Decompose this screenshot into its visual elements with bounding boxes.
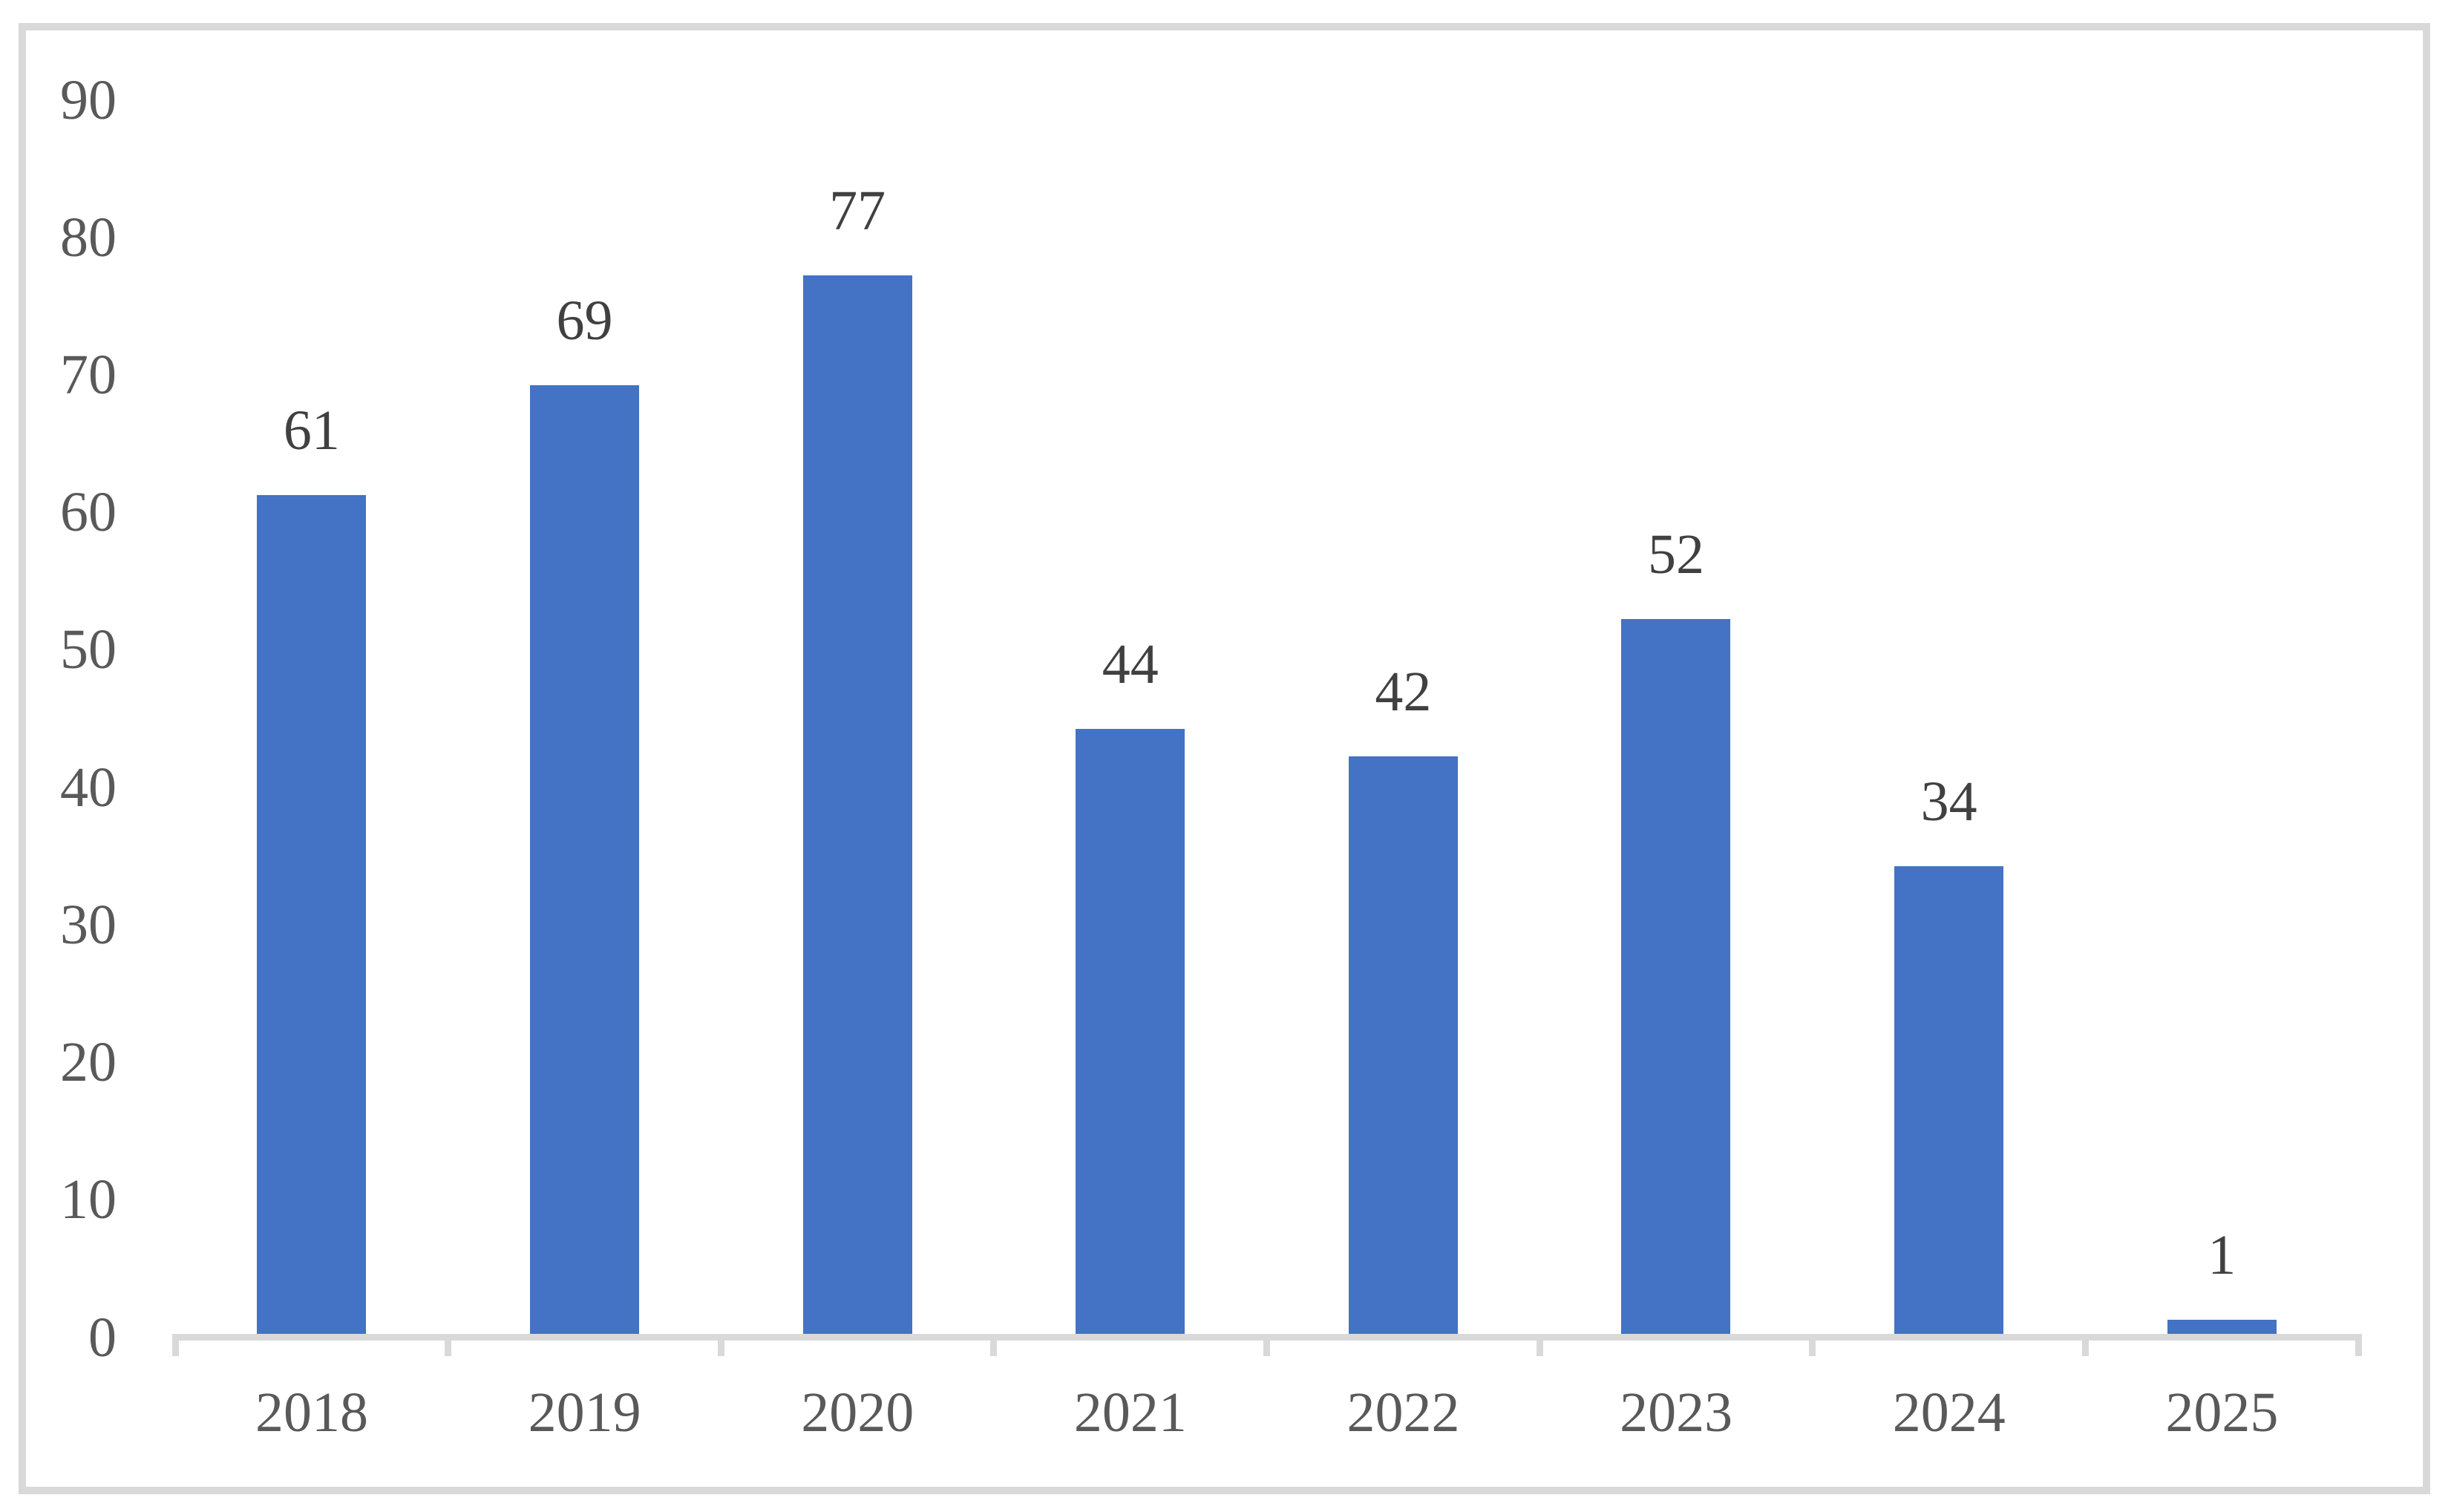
bar-2022: [1348, 756, 1458, 1334]
x-tick-label-2024: 2024: [1892, 1381, 2006, 1444]
data-label-2023: 52: [1647, 523, 1704, 586]
bar-2024: [1894, 866, 2004, 1334]
x-axis-tick-mark: [171, 1334, 179, 1356]
y-tick-label-50: 50: [60, 618, 117, 681]
bar-2021: [1076, 729, 1185, 1334]
data-label-2019: 69: [556, 289, 613, 352]
x-axis-tick-mark: [1263, 1334, 1270, 1356]
data-label-2021: 44: [1102, 633, 1159, 696]
chart-border-frame: [19, 23, 2430, 1494]
x-axis-tick-mark: [445, 1334, 452, 1356]
y-tick-label-60: 60: [60, 481, 117, 544]
x-tick-label-2025: 2025: [2165, 1381, 2279, 1444]
bar-2018: [257, 495, 367, 1334]
x-axis-tick-mark: [2355, 1334, 2362, 1356]
x-axis-tick-mark: [1809, 1334, 1816, 1356]
data-label-2025: 1: [2208, 1224, 2236, 1287]
y-tick-label-90: 90: [60, 68, 117, 131]
data-label-2020: 77: [829, 179, 886, 242]
y-tick-label-10: 10: [60, 1168, 117, 1231]
x-tick-label-2023: 2023: [1620, 1381, 1733, 1444]
bar-2025: [2167, 1320, 2277, 1334]
y-tick-label-40: 40: [60, 756, 117, 819]
x-axis-tick-mark: [1536, 1334, 1543, 1356]
x-axis-tick-mark: [717, 1334, 724, 1356]
y-tick-label-0: 0: [88, 1306, 117, 1369]
data-label-2024: 34: [1920, 770, 1977, 834]
x-tick-label-2022: 2022: [1346, 1381, 1460, 1444]
y-tick-label-30: 30: [60, 893, 117, 956]
data-label-2018: 61: [283, 399, 340, 462]
x-tick-label-2018: 2018: [255, 1381, 368, 1444]
x-tick-label-2019: 2019: [528, 1381, 641, 1444]
y-tick-label-20: 20: [60, 1031, 117, 1094]
x-axis-tick-mark: [990, 1334, 998, 1356]
y-tick-label-80: 80: [60, 206, 117, 269]
bar-2020: [802, 275, 912, 1334]
x-tick-label-2020: 2020: [801, 1381, 914, 1444]
data-label-2022: 42: [1375, 661, 1432, 724]
x-tick-label-2021: 2021: [1073, 1381, 1187, 1444]
bar-2019: [529, 384, 639, 1334]
bar-2023: [1621, 618, 1731, 1334]
x-axis-tick-mark: [2081, 1334, 2089, 1356]
y-tick-label-70: 70: [60, 343, 117, 406]
